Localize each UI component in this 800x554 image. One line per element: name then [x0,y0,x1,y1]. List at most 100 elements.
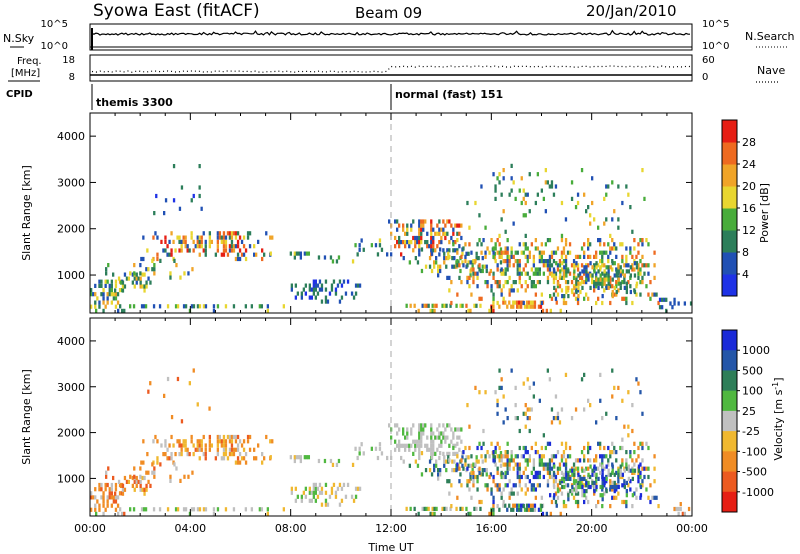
heatmap-cell [520,176,523,181]
heatmap-cell [593,484,596,490]
heatmap-cell [506,458,509,463]
heatmap-cell [609,454,612,459]
heatmap-cell [293,251,297,256]
heatmap-cell [609,472,612,477]
heatmap-cell [179,478,182,483]
heatmap-cell [416,439,419,444]
heatmap-cell [591,273,594,278]
heatmap-cell [500,458,503,463]
heatmap-cell [537,304,541,309]
heatmap-cell [117,308,120,313]
heatmap-cell [631,267,634,272]
heatmap-cell [506,483,509,488]
heatmap-cell [595,458,598,463]
heatmap-cell [244,507,248,512]
heatmap-cell [544,445,548,451]
heatmap-cell [637,242,640,247]
heatmap-cell [418,219,421,224]
heatmap-cell [476,271,479,276]
heatmap-cell [204,248,207,253]
heatmap-cell [458,447,461,452]
heatmap-cell [326,502,330,507]
heatmap-cell [453,256,456,261]
heatmap-cell [502,300,505,305]
heatmap-cell [552,250,556,255]
heatmap-cell [394,244,397,249]
heatmap-cell [496,280,499,285]
heatmap-cell [538,271,542,276]
heatmap-cell [180,419,184,424]
heatmap-cell [94,300,97,305]
heatmap-cell [266,304,270,309]
heatmap-cell [430,268,434,274]
heatmap-cell [300,494,304,499]
heatmap-cell [459,506,462,511]
heatmap-cell [496,284,499,289]
heatmap-cell [556,263,560,268]
heatmap-cell [496,470,499,475]
heatmap-cell [402,223,405,228]
heatmap-cell [607,281,610,286]
heatmap-cell [232,244,236,249]
heatmap-cell [153,267,156,272]
heatmap-cell [621,271,624,276]
heatmap-cell [178,452,181,457]
heatmap-cell [498,507,501,512]
heatmap-cell [623,285,627,290]
heatmap-cell [472,271,475,276]
heatmap-cell [528,458,532,463]
heatmap-cell [448,248,451,253]
heatmap-cell [443,251,446,256]
heatmap-cell [139,479,142,484]
heatmap-cell [147,389,150,394]
heatmap-cell [416,260,420,265]
colorbar-segment [722,208,737,231]
heatmap-cell [198,304,202,309]
heatmap-cell [394,439,397,444]
heatmap-cell [553,273,556,278]
heatmap-cell [224,248,228,253]
heatmap-cell [117,511,120,516]
heatmap-cell [433,260,436,265]
heatmap-cell [344,494,348,499]
heatmap-cell [522,381,525,386]
heatmap-cell [358,486,362,491]
heatmap-cell [611,450,614,455]
heatmap-cell [198,443,201,448]
heatmap-cell [575,289,578,295]
heatmap-cell [188,381,192,386]
heatmap-cell [162,452,165,457]
heatmap-cell [524,254,527,259]
heatmap-cell [482,238,485,243]
heatmap-cell [374,446,378,451]
heatmap-cell [204,244,207,249]
heatmap-cell [190,235,193,240]
heatmap-cell [439,268,442,274]
heatmap-cell [492,503,495,508]
heatmap-cell [504,462,507,467]
heatmap-cell [445,303,448,308]
heatmap-cell [418,443,421,448]
heatmap-cell [484,280,487,285]
heatmap-cell [236,456,240,461]
heatmap-cell [386,252,389,257]
heatmap-cell [589,464,592,469]
heatmap-cell [585,292,588,297]
heatmap-cell [574,407,578,412]
heatmap-cell [194,244,197,249]
heatmap-cell [528,479,532,484]
heatmap-cell [631,428,634,434]
heatmap-cell [232,447,236,452]
heatmap-cell [625,281,629,286]
heatmap-cell [258,507,262,512]
colorbar-tick: 25 [742,405,756,418]
heatmap-cell [609,250,612,255]
heatmap-cell [539,507,543,512]
heatmap-cell [494,188,497,193]
heatmap-cell [244,248,248,253]
heatmap-cell [548,441,552,446]
heatmap-cell [470,292,473,297]
heatmap-cell [435,256,438,261]
heatmap-cell [437,476,440,481]
heatmap-cell [536,470,540,475]
